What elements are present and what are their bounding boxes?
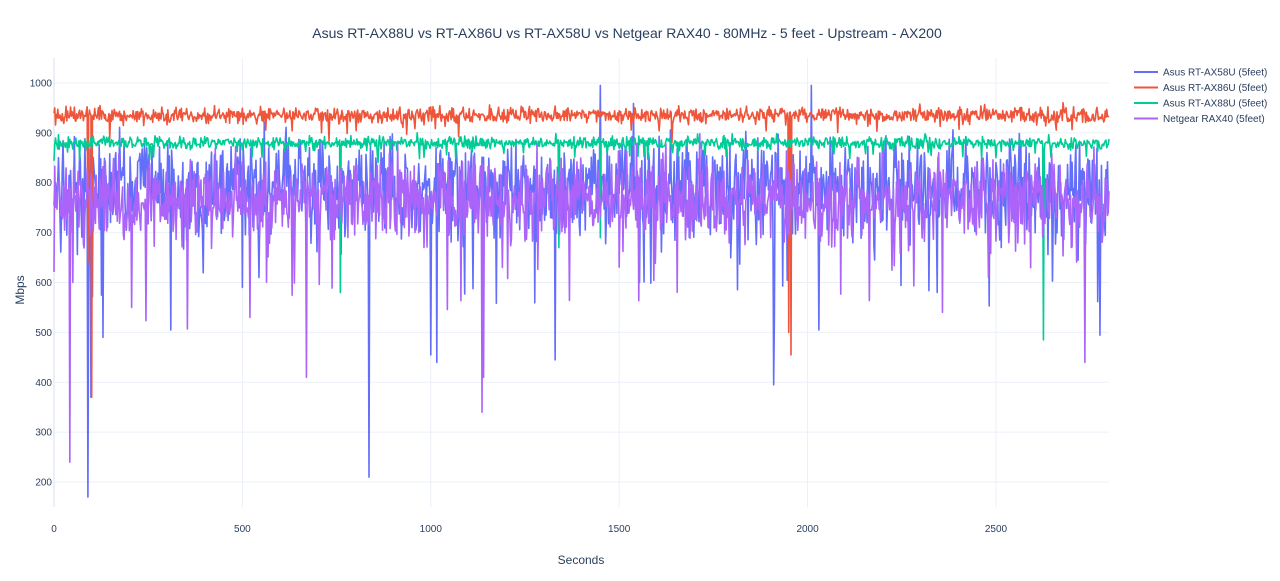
legend-label: Asus RT-AX58U (5feet) (1163, 68, 1267, 79)
legend-item[interactable]: Asus RT-AX58U (5feet) (1134, 68, 1267, 79)
y-tick-label: 200 (35, 478, 52, 489)
y-tick-label: 800 (35, 178, 52, 189)
legend-label: Asus RT-AX86U (5feet) (1163, 83, 1267, 94)
x-tick-label: 1500 (608, 524, 631, 535)
legend[interactable]: Asus RT-AX58U (5feet) Asus RT-AX86U (5fee… (1134, 68, 1267, 126)
y-tick-label: 300 (35, 428, 52, 439)
chart-title: Asus RT-AX88U vs RT-AX86U vs RT-AX58U vs… (312, 25, 942, 41)
grid-layer (53, 58, 1109, 507)
y-axis-title: Mbps (13, 275, 27, 304)
series-line-4[interactable] (53, 132, 1110, 463)
legend-label: Netgear RAX40 (5feet) (1163, 114, 1265, 125)
y-tick-label: 500 (35, 328, 52, 339)
axis-layer: 200 300 400 500 600 700 800 900 1000 0 500 1000 1500… (30, 78, 1008, 535)
y-tick-label: 900 (35, 128, 52, 139)
series-line-2[interactable] (53, 101, 1110, 399)
series-line-3[interactable] (53, 132, 1110, 341)
x-tick-label: 0 (51, 524, 57, 535)
series-layer (53, 84, 1110, 498)
legend-item[interactable]: Asus RT-AX86U (5feet) (1134, 83, 1267, 94)
legend-label: Asus RT-AX88U (5feet) (1163, 99, 1267, 110)
legend-item[interactable]: Asus RT-AX88U (5feet) (1134, 99, 1267, 110)
x-tick-label: 2500 (985, 524, 1008, 535)
y-tick-label: 400 (35, 378, 52, 389)
legend-item[interactable]: Netgear RAX40 (5feet) (1134, 114, 1265, 125)
y-tick-label: 600 (35, 278, 52, 289)
x-tick-label: 1000 (420, 524, 443, 535)
x-tick-label: 2000 (796, 524, 819, 535)
x-tick-label: 500 (234, 524, 251, 535)
y-tick-label: 1000 (30, 78, 53, 89)
x-axis-title: Seconds (558, 553, 605, 567)
y-tick-label: 700 (35, 228, 52, 239)
